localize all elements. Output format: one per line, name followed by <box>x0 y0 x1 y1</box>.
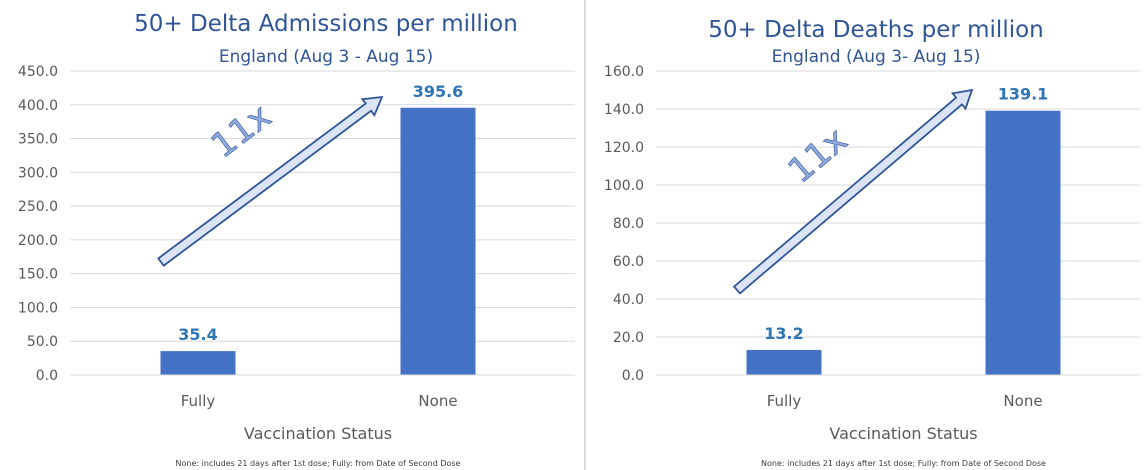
chart-2-ytick-label: 120.0 <box>604 140 644 156</box>
chart-1-ytick-label: 350.0 <box>18 132 58 148</box>
chart-1-multiplier-annotation: 11x <box>204 96 279 166</box>
chart-2-bar-none <box>985 110 1061 376</box>
chart-1-category-label: Fully <box>181 392 216 410</box>
chart-2-title: 50+ Delta Deaths per million <box>708 17 1044 43</box>
chart-1-footnote: None: includes 21 days after 1st dose; F… <box>176 459 461 468</box>
chart-2-ytick-label: 20.0 <box>613 330 644 346</box>
chart-1-ytick-label: 300.0 <box>18 165 58 181</box>
chart-1-ytick-label: 50.0 <box>27 334 58 350</box>
chart-1-arrow-annotation <box>157 95 384 267</box>
chart-1-category-label: None <box>418 392 457 410</box>
panel-divider <box>584 0 586 470</box>
chart-1-ytick-label: 400.0 <box>18 98 58 114</box>
chart-2-multiplier-annotation: 11x <box>781 120 855 191</box>
chart-1-ytick-label: 200.0 <box>18 233 58 249</box>
chart-2-footnote: None: includes 21 days after 1st dose; F… <box>761 459 1046 468</box>
chart-1-ytick-label: 450.0 <box>18 64 58 80</box>
chart-2-ytick-label: 100.0 <box>604 178 644 194</box>
chart-2-arrow-annotation <box>732 88 974 295</box>
chart-1-bar-none <box>400 107 476 376</box>
chart-2-data-label: 13.2 <box>764 324 803 343</box>
chart-1-bar-fully <box>160 351 236 375</box>
chart-2-bar-fully <box>746 349 822 375</box>
chart-2-subtitle: England (Aug 3- Aug 15) <box>772 47 981 67</box>
chart-2-xlabel: Vaccination Status <box>829 424 977 443</box>
chart-1-ytick-label: 250.0 <box>18 199 58 215</box>
chart-1-ytick-label: 100.0 <box>18 300 58 316</box>
chart-2-ytick-label: 40.0 <box>613 292 644 308</box>
chart-2-ytick-label: 140.0 <box>604 102 644 118</box>
chart-1-xlabel: Vaccination Status <box>244 424 392 443</box>
chart-2-ytick-label: 60.0 <box>613 254 644 270</box>
chart-2-data-label: 139.1 <box>998 85 1049 104</box>
chart-1-ytick-label: 0.0 <box>36 368 58 384</box>
chart-1-data-label: 395.6 <box>413 82 464 101</box>
chart-2-ytick-label: 160.0 <box>604 64 644 80</box>
chart-2-ytick-label: 0.0 <box>622 368 644 384</box>
chart-1-title: 50+ Delta Admissions per million <box>134 11 518 37</box>
chart-2-category-label: None <box>1003 392 1042 410</box>
chart-1-data-label: 35.4 <box>178 325 217 344</box>
chart-2-category-label: Fully <box>767 392 802 410</box>
chart-1-subtitle: England (Aug 3 - Aug 15) <box>219 47 433 67</box>
chart-1-ytick-label: 150.0 <box>18 267 58 283</box>
chart-2-ytick-label: 80.0 <box>613 216 644 232</box>
